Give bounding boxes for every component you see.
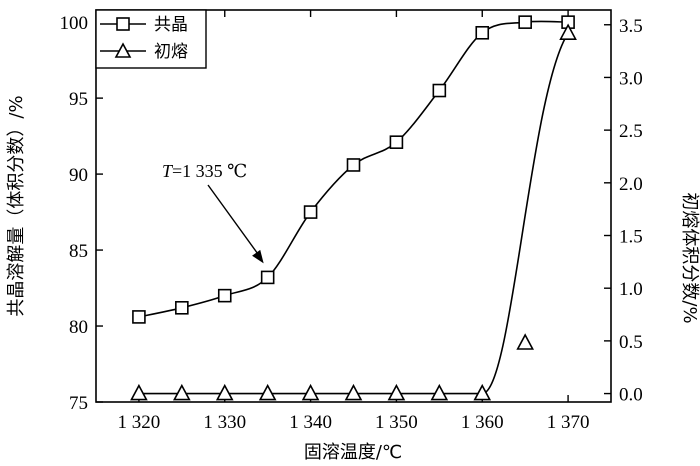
data-point-eutectic [389,135,404,149]
data-point-incipient [387,383,406,401]
data-point-eutectic [432,83,447,98]
legend-label-incipient: 初熔 [154,42,188,62]
data-point-incipient [172,383,191,401]
legend-marker-eutectic [116,17,130,31]
y-tick-label: 75 [69,393,88,414]
y-axis-title: 共晶溶解量（体积分数）/% [6,95,27,316]
data-point-incipient [130,383,148,401]
annotation-arrow [207,184,261,257]
series-line-incipient [138,32,569,395]
plot-frame [95,9,612,403]
legend: 共晶 初熔 [95,9,207,69]
data-point-eutectic [518,15,532,29]
x-tick-label: 1 340 [289,412,332,433]
data-point-eutectic [175,300,189,315]
data-point-incipient [258,383,277,401]
annotation: T=1 335 ℃ [162,161,264,264]
data-point-incipient [559,23,577,40]
data-point-eutectic [346,158,361,172]
y2-tick-label: 3.5 [619,16,643,37]
annotation-label: T=1 335 ℃ [162,161,247,181]
y2-tick-label: 1.5 [619,227,643,248]
x-tick-label: 1 370 [547,412,590,433]
x-tick-label: 1 350 [375,412,418,433]
data-point-eutectic [303,205,318,219]
x-axis-title: 固溶温度/℃ [304,442,402,463]
data-point-incipient [430,383,449,401]
data-point-incipient [301,383,320,401]
legend-label-eutectic: 共晶 [154,15,188,35]
annotation-value: =1 335 ℃ [172,161,247,181]
data-point-eutectic [260,270,275,285]
x-tick-label: 1 360 [461,412,504,433]
y2-tick-label: 1.0 [619,279,643,300]
x-tick-label: 1 330 [203,412,246,433]
y2-axis-title: 初熔体积分数/% [679,192,700,323]
data-point-eutectic [475,25,490,40]
data-point-eutectic [217,288,232,303]
y-tick-label: 80 [69,317,88,338]
y-tick-label: 85 [69,241,88,262]
annotation-var: T [162,161,174,181]
y-tick-label: 100 [60,13,89,34]
legend-box [95,9,207,69]
data-point-incipient [516,333,535,350]
data-point-eutectic [132,310,146,324]
data-point-incipient [344,383,363,401]
y2-tick-label: 0.5 [619,332,643,353]
y-tick-label: 95 [69,89,88,110]
y2-tick-label: 2.5 [619,121,643,142]
y-tick-label: 90 [69,165,88,186]
data-point-incipient [215,383,234,401]
y2-tick-label: 2.0 [619,174,643,195]
annotation-arrowhead [252,249,264,264]
y2-tick-label: 3.0 [619,68,643,89]
legend-marker-incipient [114,42,132,58]
y2-tick-label: 0.0 [619,385,643,406]
x-tick-label: 1 320 [118,412,161,433]
data-point-incipient [473,383,492,401]
